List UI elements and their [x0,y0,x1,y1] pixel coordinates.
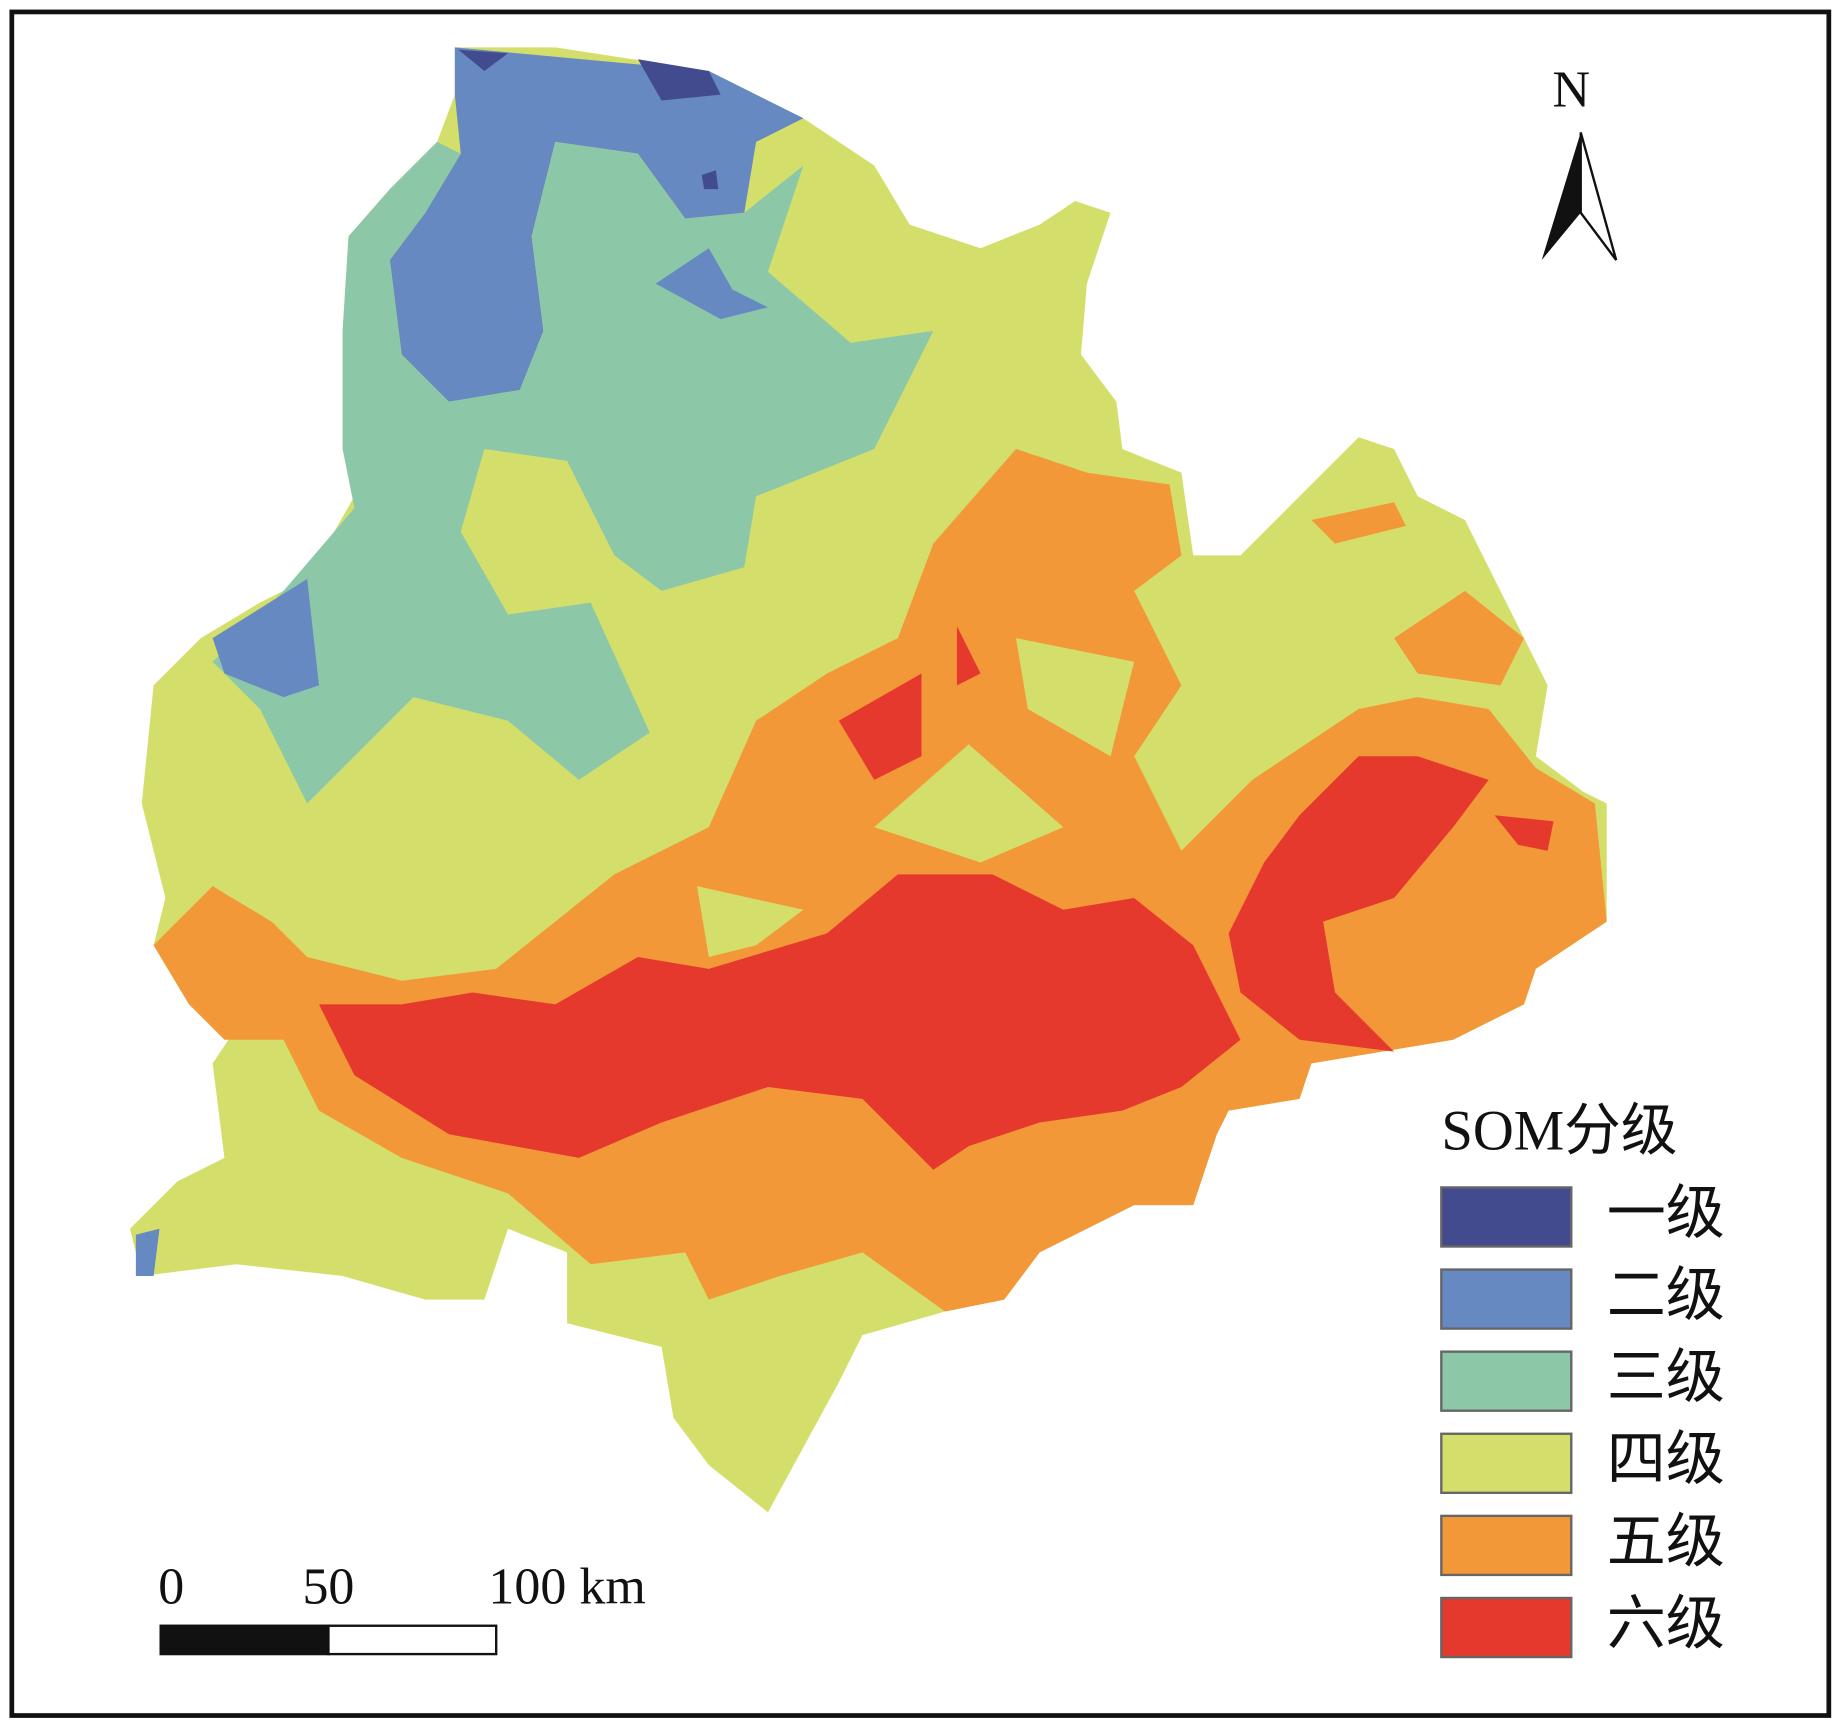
legend-label: 四级 [1607,1426,1725,1492]
legend-label: 三级 [1607,1344,1725,1410]
north-arrow [1579,132,1618,261]
north-label: N [1553,62,1591,119]
soil-region [1016,638,1135,757]
soil-map [129,47,1607,1513]
legend-label: 一级 [1607,1180,1725,1246]
legend-swatch [1440,1350,1573,1412]
legend-label: 五级 [1607,1508,1725,1574]
legend-swatch [1440,1268,1573,1330]
legend-swatch [1440,1432,1573,1495]
soil-region [637,59,721,101]
legend-title: SOM分级 [1441,1100,1677,1163]
soil-region [1494,815,1554,851]
legend-swatch [1440,1186,1573,1248]
soil-region [1228,756,1489,1052]
scale-bar-segment [327,1624,498,1656]
soil-region [874,744,1064,863]
soil-region [458,49,509,72]
legend-swatch [1440,1514,1573,1577]
soil-region [212,579,319,698]
soil-region [697,886,804,958]
soil-region [1311,502,1406,544]
scale-bar-segment [159,1624,330,1656]
soil-region [389,47,804,402]
legend-label: 六级 [1607,1590,1725,1656]
soil-region [318,874,1241,1170]
soil-region [956,626,981,686]
legend-label: 二级 [1607,1262,1725,1328]
soil-region [701,170,719,190]
soil-region [655,248,768,320]
north-arrow [1541,132,1581,261]
legend-swatch [1440,1596,1573,1659]
soil-region [838,673,922,780]
soil-region [1394,590,1525,686]
soil-region [135,1228,160,1277]
scale-label: 0 [158,1558,184,1615]
scale-label: 50 [302,1558,354,1615]
scale-label: 100 km [488,1558,645,1615]
